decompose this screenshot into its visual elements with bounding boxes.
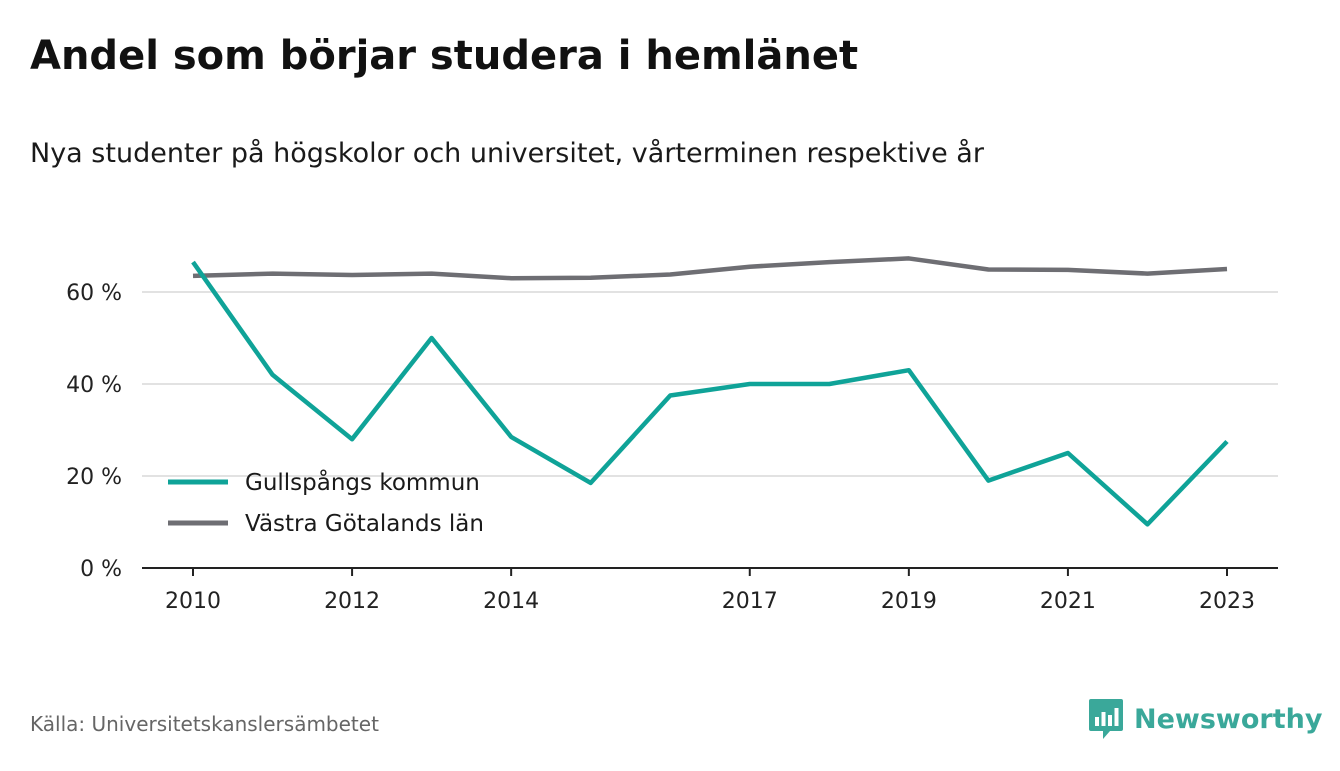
- data-series: [191, 256, 1229, 527]
- y-tick-label: 0 %: [80, 557, 122, 582]
- x-tick-label: 2021: [1040, 589, 1096, 614]
- x-tick-label: 2017: [722, 589, 778, 614]
- y-tick-label: 60 %: [66, 281, 122, 306]
- x-tick-label: 2010: [165, 589, 221, 614]
- source-note: Källa: Universitetskanslersämbetet: [30, 712, 379, 736]
- legend-label: Gullspångs kommun: [245, 468, 480, 496]
- x-tick-label: 2019: [881, 589, 937, 614]
- legend: Gullspångs kommun Västra Götalands län: [168, 468, 484, 537]
- y-tick-label: 40 %: [66, 373, 122, 398]
- chart-title: Andel som börjar studera i hemlänet: [30, 33, 859, 79]
- newsworthy-brand: Newsworthy: [1088, 697, 1322, 741]
- grid-lines: [142, 291, 1278, 477]
- x-tick-label: 2012: [324, 589, 380, 614]
- x-tick-label: 2014: [483, 589, 539, 614]
- y-axis-tick-labels: 0 % 20 % 40 % 60 %: [66, 281, 122, 582]
- legend-label: Västra Götalands län: [245, 511, 484, 537]
- x-tick-label: 2023: [1199, 589, 1255, 614]
- brand-name: Newsworthy: [1134, 703, 1323, 735]
- x-axis-ticks: 2010 2012 2014 2017 2019 2021 2023: [165, 568, 1255, 614]
- chart-subtitle: Nya studenter på högskolor och universit…: [30, 138, 984, 169]
- newsworthy-logo-icon: [1089, 699, 1123, 739]
- y-tick-label: 20 %: [66, 465, 122, 490]
- series-line-1: [192, 256, 1228, 281]
- series-line-0: [191, 260, 1229, 527]
